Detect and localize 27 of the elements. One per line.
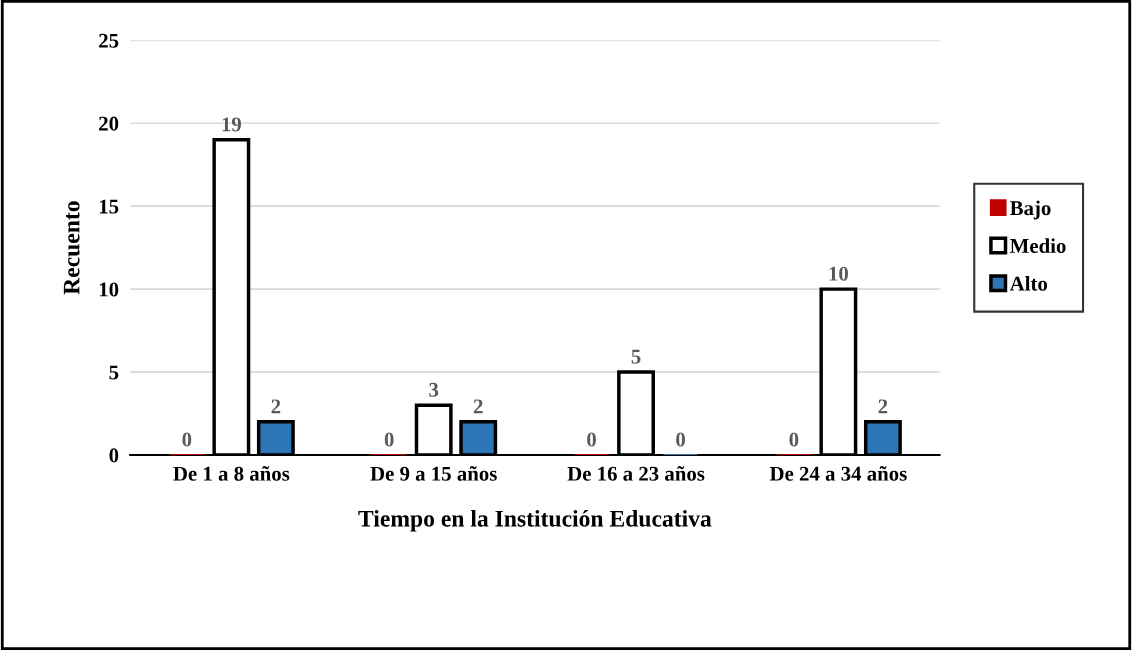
x-axis-title: Tiempo en la Institución Educativa (358, 510, 712, 532)
x-tick-label: De 1 a 8 años (173, 466, 290, 481)
data-label: 2 (878, 399, 888, 414)
x-tick-label: De 9 a 15 años (370, 466, 497, 481)
data-label: 2 (271, 399, 281, 414)
y-tick-label: 15 (99, 199, 119, 214)
data-label: 0 (676, 432, 685, 447)
y-tick-label: 20 (99, 116, 119, 131)
legend-label: Alto (1009, 276, 1048, 291)
data-label: 2 (473, 399, 483, 414)
data-label: 3 (429, 382, 439, 397)
data-label: 0 (789, 432, 799, 447)
y-tick-label: 10 (99, 282, 119, 297)
y-tick-label: 0 (109, 448, 119, 463)
data-label: 0 (587, 432, 596, 447)
data-label: 0 (182, 432, 192, 447)
legend-label: Bajo (1010, 200, 1051, 220)
y-tick-label: 5 (109, 365, 119, 380)
y-axis-title: Recuento (63, 201, 80, 295)
data-label: 5 (631, 349, 641, 364)
data-label: 0 (384, 432, 394, 447)
data-label: 10 (829, 266, 849, 281)
x-tick-label: De 24 a 34 años (769, 466, 907, 481)
data-label: 19 (222, 117, 242, 132)
legend-label: Medio (1010, 238, 1066, 253)
x-tick-label: De 16 a 23 años (567, 466, 705, 481)
y-tick-label: 25 (99, 33, 119, 48)
